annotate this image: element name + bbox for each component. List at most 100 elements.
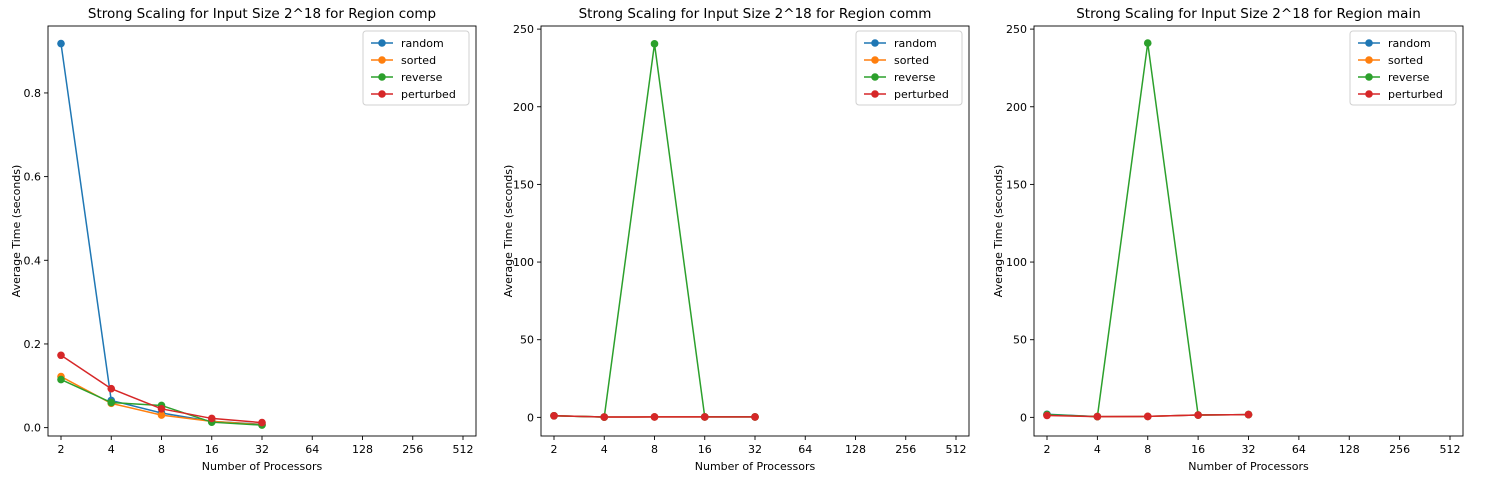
data-point-perturbed: [258, 418, 266, 427]
y-tick-label: 150: [1006, 178, 1027, 191]
data-point-reverse: [650, 40, 659, 48]
x-tick-label: 256: [1389, 443, 1410, 456]
legend-marker-random: [378, 39, 386, 47]
y-axis-label: Average Time (seconds): [10, 165, 23, 298]
legend-label-perturbed: perturbed: [401, 88, 456, 101]
x-tick-label: 8: [158, 443, 165, 456]
data-point-perturbed: [550, 412, 558, 420]
chart-title: Strong Scaling for Input Size 2^18 for R…: [1076, 6, 1421, 22]
legend-label-random: random: [401, 37, 444, 50]
y-tick-label: 0: [527, 411, 534, 424]
x-tick-label: 512: [946, 443, 967, 456]
y-tick-label: 0.4: [24, 254, 42, 267]
chart-comm: Strong Scaling for Input Size 2^18 for R…: [502, 6, 970, 473]
legend-label-reverse: reverse: [1388, 71, 1430, 84]
legend-marker-random: [871, 39, 879, 47]
data-point-perturbed: [107, 384, 116, 393]
data-point-perturbed: [1043, 411, 1051, 420]
x-tick-label: 2: [551, 443, 558, 456]
x-tick-label: 32: [1242, 443, 1256, 456]
x-axis-label: Number of Processors: [1188, 460, 1309, 473]
y-tick-label: 250: [1006, 23, 1027, 36]
data-point-perturbed: [157, 405, 166, 413]
y-tick-label: 0.6: [24, 171, 42, 184]
y-tick-label: 200: [513, 101, 534, 114]
legend-marker-reverse: [871, 73, 879, 81]
data-point-perturbed: [600, 413, 609, 421]
y-tick-label: 0.8: [24, 87, 42, 100]
x-tick-label: 32: [748, 443, 762, 456]
y-tick-label: 50: [1013, 334, 1027, 347]
data-point-perturbed: [207, 414, 216, 423]
data-point-perturbed: [1194, 411, 1202, 419]
legend-marker-perturbed: [1365, 90, 1373, 98]
x-tick-label: 16: [205, 443, 219, 456]
legend-marker-random: [1365, 39, 1373, 47]
data-point-perturbed: [57, 351, 65, 360]
legend-marker-sorted: [871, 56, 879, 64]
x-tick-label: 256: [895, 443, 916, 456]
y-tick-label: 0.0: [24, 422, 42, 435]
data-point-sorted: [157, 411, 166, 419]
data-point-perturbed: [751, 413, 759, 421]
legend-label-sorted: sorted: [401, 54, 436, 67]
y-tick-label: 150: [513, 178, 534, 191]
legend-marker-reverse: [378, 73, 386, 81]
data-point-perturbed: [1143, 412, 1152, 421]
x-tick-label: 512: [453, 443, 474, 456]
data-point-reverse: [1143, 39, 1152, 47]
legend-marker-perturbed: [871, 90, 879, 98]
chart-comp: Strong Scaling for Input Size 2^18 for R…: [10, 6, 477, 473]
chart-main: Strong Scaling for Input Size 2^18 for R…: [992, 6, 1464, 473]
series-line-reverse: [553, 43, 755, 418]
y-tick-label: 100: [513, 256, 534, 269]
x-axis-label: Number of Processors: [695, 460, 816, 473]
x-tick-label: 16: [1191, 443, 1205, 456]
x-tick-label: 512: [1440, 443, 1461, 456]
y-axis-label: Average Time (seconds): [992, 165, 1005, 298]
legend-label-random: random: [1388, 37, 1431, 50]
x-tick-label: 4: [1094, 443, 1101, 456]
x-tick-label: 128: [352, 443, 373, 456]
x-tick-label: 64: [305, 443, 319, 456]
legend-marker-sorted: [378, 56, 386, 64]
legend-label-perturbed: perturbed: [1388, 88, 1443, 101]
legend-label-reverse: reverse: [894, 71, 936, 84]
x-tick-label: 64: [1292, 443, 1306, 456]
data-point-perturbed: [1244, 410, 1253, 419]
legend-marker-perturbed: [378, 90, 386, 98]
data-point-perturbed: [700, 413, 709, 421]
legend-label-sorted: sorted: [1388, 54, 1423, 67]
legend-marker-reverse: [1365, 73, 1373, 81]
data-point-reverse: [107, 398, 116, 407]
x-tick-label: 256: [402, 443, 423, 456]
legend-box: [855, 30, 963, 106]
series-line-reverse: [1046, 42, 1249, 418]
legend-label-reverse: reverse: [401, 71, 443, 84]
x-tick-label: 128: [845, 443, 866, 456]
legend-box: [1349, 30, 1457, 106]
y-tick-label: 100: [1006, 256, 1027, 269]
data-point-reverse: [57, 375, 65, 384]
x-tick-label: 4: [601, 443, 608, 456]
data-point-random: [57, 39, 65, 48]
legend-label-random: random: [894, 37, 937, 50]
y-axis-label: Average Time (seconds): [502, 165, 515, 298]
legend-box: [362, 30, 470, 106]
y-tick-label: 0.2: [24, 338, 42, 351]
x-tick-label: 2: [1044, 443, 1051, 456]
legend-label-perturbed: perturbed: [894, 88, 949, 101]
x-axis-label: Number of Processors: [202, 460, 323, 473]
data-point-perturbed: [650, 413, 659, 421]
x-tick-label: 8: [1144, 443, 1151, 456]
x-tick-label: 32: [255, 443, 269, 456]
x-tick-label: 64: [798, 443, 812, 456]
y-tick-label: 0: [1020, 411, 1027, 424]
data-point-perturbed: [1093, 412, 1102, 421]
chart-title: Strong Scaling for Input Size 2^18 for R…: [88, 6, 436, 22]
y-tick-label: 50: [520, 334, 534, 347]
y-tick-label: 250: [513, 23, 534, 36]
series-line-random: [60, 43, 263, 426]
legend-marker-sorted: [1365, 56, 1373, 64]
